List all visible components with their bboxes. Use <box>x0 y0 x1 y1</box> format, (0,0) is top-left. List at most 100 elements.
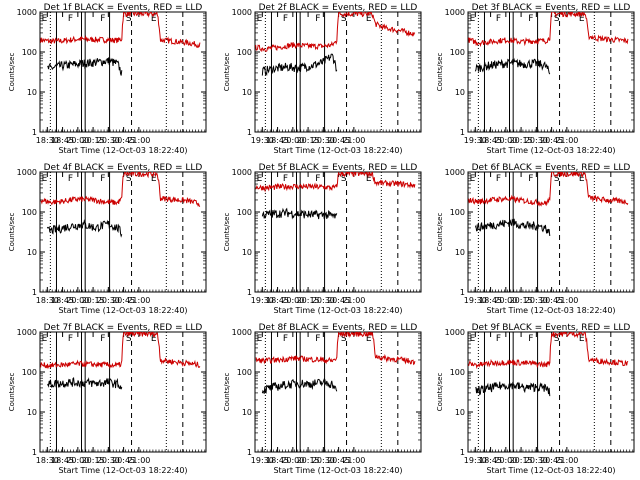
state-marker-label: F <box>283 174 288 184</box>
y-tick-label: 100 <box>237 208 252 217</box>
x-tick-label: 21:00 <box>555 136 578 145</box>
state-marker-label: E <box>42 334 48 344</box>
panel-det-4: Det 4f BLACK = Events, RED = LLD 1 10 100 10… <box>8 163 207 315</box>
x-tick-label: 21:00 <box>342 296 365 305</box>
series-lld-line <box>40 172 201 207</box>
state-marker-label: F <box>315 334 320 344</box>
y-axis-label: Counts/sec <box>436 53 444 92</box>
chart-title: Det 6f BLACK = Events, RED = LLD <box>472 163 631 173</box>
state-marker-label: S <box>554 334 560 344</box>
series-lld-line <box>468 172 629 207</box>
state-marker-label: F <box>68 334 73 344</box>
series-lld-line <box>255 12 416 53</box>
state-marker-label: S <box>554 14 560 24</box>
y-tick-label: 1 <box>247 128 252 137</box>
plot-frame <box>467 11 635 133</box>
series-events-line <box>261 53 338 77</box>
x-tick-label: 20:00 <box>494 296 517 305</box>
y-tick-label: 10 <box>242 88 252 97</box>
x-tick-label: 20:15 <box>297 136 320 145</box>
panel-det-1: Det 1f BLACK = Events, RED = LLD 1 10 100 10… <box>8 3 207 155</box>
y-axis-label: Counts/sec <box>223 213 231 252</box>
x-tick-label: 20:45 <box>327 296 350 305</box>
state-marker-label: S <box>341 174 347 184</box>
state-marker-label: E <box>366 334 372 344</box>
x-tick-label: 20:00 <box>494 456 517 465</box>
state-marker-label: E <box>257 14 263 24</box>
y-tick-label: 10 <box>27 408 37 417</box>
series-events-line <box>474 57 551 75</box>
y-tick-label: 10 <box>455 248 465 257</box>
x-tick-label: 19:30 <box>251 296 274 305</box>
x-axis-label: Start Time (12-Oct-03 18:22:40) <box>486 146 615 155</box>
chart-title: Det 4f BLACK = Events, RED = LLD <box>44 163 203 173</box>
y-tick-label: 1 <box>460 448 465 457</box>
x-tick-label: 20:00 <box>66 456 89 465</box>
series-lld-line <box>255 172 416 193</box>
x-tick-label: 20:45 <box>327 136 350 145</box>
plot-frame <box>254 11 422 133</box>
state-marker-label: F <box>68 14 73 24</box>
x-axis-label: Start Time (12-Oct-03 18:22:40) <box>486 306 615 315</box>
y-tick-label: 1000 <box>445 168 465 177</box>
state-marker-label: F <box>100 174 105 184</box>
state-marker-label: F <box>496 334 501 344</box>
y-axis-label: Counts/sec <box>223 373 231 412</box>
plot-frame <box>467 171 635 293</box>
state-marker-label: F <box>528 14 533 24</box>
x-tick-label: 18:30 <box>36 136 59 145</box>
x-axis-label: Start Time (12-Oct-03 18:22:40) <box>58 306 187 315</box>
y-tick-label: 1 <box>247 448 252 457</box>
x-tick-label: 21:00 <box>127 136 150 145</box>
state-marker-label: E <box>257 174 263 184</box>
y-tick-label: 1000 <box>232 328 252 337</box>
state-marker-label: E <box>42 174 48 184</box>
chart-title: Det 1f BLACK = Events, RED = LLD <box>44 3 203 13</box>
y-tick-label: 10 <box>27 248 37 257</box>
state-marker-label: F <box>100 14 105 24</box>
series-events-line <box>475 381 551 397</box>
panel-det-7: Det 7f BLACK = Events, RED = LLD 1 10 100 10… <box>8 323 207 475</box>
state-marker-label: F <box>68 174 73 184</box>
y-tick-label: 1 <box>460 128 465 137</box>
series-events-line <box>46 219 123 238</box>
x-tick-label: 20:15 <box>510 456 533 465</box>
x-tick-label: 18:45 <box>266 136 289 145</box>
x-tick-label: 19:30 <box>251 136 274 145</box>
plot-frame <box>254 171 422 293</box>
x-tick-label: 21:00 <box>127 296 150 305</box>
panel-det-5: Det 5f BLACK = Events, RED = LLD 1 10 100 10… <box>223 163 422 315</box>
series-events-line <box>47 57 123 76</box>
panel-det-3: Det 3f BLACK = Events, RED = LLD 1 10 100 10… <box>436 3 635 155</box>
plot-frame <box>39 171 207 293</box>
y-axis-label: Counts/sec <box>8 53 16 92</box>
x-tick-label: 20:15 <box>510 296 533 305</box>
y-axis-label: Counts/sec <box>8 213 16 252</box>
series-lld-line <box>255 332 416 366</box>
x-axis-label: Start Time (12-Oct-03 18:22:40) <box>486 466 615 475</box>
x-tick-label: 18:45 <box>51 456 74 465</box>
x-axis-label: Start Time (12-Oct-03 18:22:40) <box>273 466 402 475</box>
series-lld-line <box>40 332 201 370</box>
state-marker-label: E <box>366 174 372 184</box>
x-tick-label: 20:00 <box>281 456 304 465</box>
y-tick-label: 1 <box>32 448 37 457</box>
x-tick-label: 20:45 <box>112 296 135 305</box>
panel-det-2: Det 2f BLACK = Events, RED = LLD 1 10 100 10… <box>223 3 422 155</box>
x-tick-label: 21:00 <box>127 456 150 465</box>
chart-title: Det 3f BLACK = Events, RED = LLD <box>472 3 631 13</box>
x-tick-label: 20:45 <box>112 136 135 145</box>
plot-frame <box>467 331 635 453</box>
x-tick-label: 20:15 <box>82 456 105 465</box>
state-marker-label: E <box>470 174 476 184</box>
x-axis-label: Start Time (12-Oct-03 18:22:40) <box>58 146 187 155</box>
y-tick-label: 10 <box>455 408 465 417</box>
plot-frame <box>39 331 207 453</box>
state-marker-label: F <box>283 334 288 344</box>
x-tick-label: 20:30 <box>312 136 335 145</box>
x-tick-label: 19:30 <box>464 456 487 465</box>
x-tick-label: 20:00 <box>66 136 89 145</box>
x-tick-label: 20:00 <box>281 296 304 305</box>
y-tick-label: 1 <box>32 128 37 137</box>
